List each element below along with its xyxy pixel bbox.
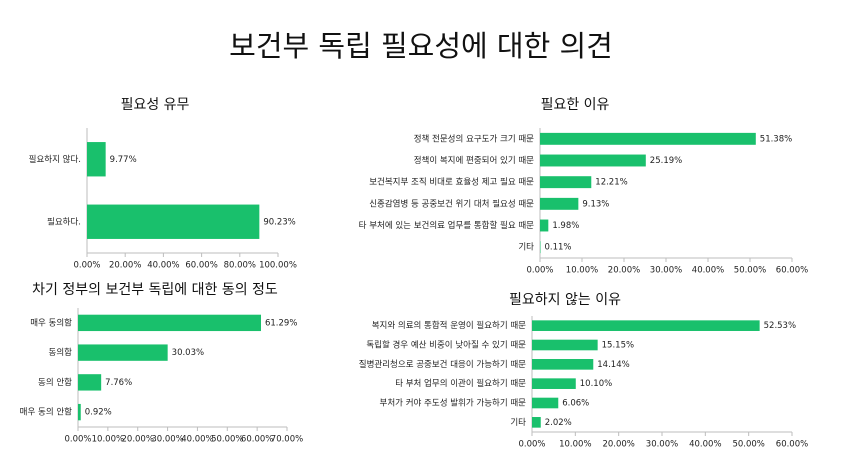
category-label: 타 부처에 있는 보건의료 업무를 통합할 필요 때문 — [359, 220, 534, 231]
chart-title: 필요성 유무 — [121, 97, 190, 113]
value-label: 0.92% — [85, 408, 112, 418]
bar — [532, 320, 760, 331]
value-label: 61.29% — [265, 318, 297, 328]
x-tick-label: 60.00% — [241, 435, 273, 445]
x-tick-label: 60.00% — [185, 261, 217, 271]
category-label: 필요하다. — [47, 216, 81, 227]
bar — [532, 397, 559, 409]
x-tick-label: 20.00% — [109, 261, 141, 271]
category-label: 정책이 복지에 편중되어 있기 때문 — [414, 155, 534, 166]
value-label: 14.14% — [597, 360, 629, 370]
x-tick-label: 50.00% — [732, 440, 764, 450]
x-tick-label: 20.00% — [602, 440, 634, 450]
x-tick-label: 10.00% — [92, 435, 124, 445]
bar — [78, 344, 168, 361]
category-label: 매우 동의 안함 — [20, 407, 73, 418]
x-tick-label: 40.00% — [147, 261, 179, 271]
x-tick-label: 50.00% — [734, 266, 766, 276]
x-tick-label: 70.00% — [271, 435, 303, 445]
x-tick-label: 20.00% — [122, 435, 154, 445]
x-tick-label: 0.00% — [73, 261, 100, 271]
category-label: 필요하지 않다. — [29, 154, 81, 165]
x-tick-label: 40.00% — [181, 435, 213, 445]
value-label: 6.06% — [562, 399, 589, 409]
x-tick-label: 50.00% — [211, 435, 243, 445]
category-label: 정책 전문성의 요구도가 크기 때문 — [414, 133, 534, 144]
value-label: 9.77% — [110, 155, 137, 165]
value-label: 9.13% — [582, 199, 609, 209]
x-tick-label: 0.00% — [526, 266, 553, 276]
value-label: 25.19% — [650, 156, 682, 166]
bar — [532, 339, 598, 351]
x-tick-label: 60.00% — [776, 266, 808, 276]
value-label: 15.15% — [602, 341, 634, 351]
value-label: 7.76% — [105, 378, 132, 388]
bar — [78, 403, 81, 421]
chart-title: 차기 정부의 보건부 독립에 대한 동의 정도 — [32, 282, 278, 298]
category-label: 타 부처 업무의 이관이 필요하기 때문 — [395, 378, 526, 389]
bar — [540, 176, 592, 189]
x-tick-label: 100.00% — [259, 261, 297, 271]
value-label: 12.21% — [595, 178, 627, 188]
value-label: 51.38% — [760, 134, 792, 144]
bar — [540, 219, 549, 232]
category-label: 독립할 경우 예산 비중이 낮아질 수 있기 때문 — [366, 340, 526, 351]
value-label: 10.10% — [580, 379, 612, 389]
x-tick-label: 30.00% — [646, 440, 678, 450]
value-label: 90.23% — [263, 217, 295, 227]
x-tick-label: 20.00% — [608, 266, 640, 276]
x-tick-label: 10.00% — [566, 266, 598, 276]
bar — [532, 417, 541, 428]
category-label: 부처가 커야 주도성 발휘가 가능하기 때문 — [380, 398, 527, 409]
category-label: 기타 — [518, 243, 534, 253]
bar — [540, 197, 579, 210]
x-tick-label: 0.00% — [518, 440, 545, 450]
x-tick-label: 60.00% — [776, 440, 808, 450]
value-label: 30.03% — [172, 348, 204, 358]
value-label: 52.53% — [764, 321, 796, 331]
bar — [532, 359, 594, 370]
chart-title: 필요하지 않는 이유 — [509, 292, 621, 308]
bar — [78, 314, 261, 332]
category-label: 기타 — [510, 418, 526, 428]
value-label: 0.11% — [544, 243, 571, 253]
x-tick-label: 0.00% — [64, 435, 91, 445]
category-label: 동의함 — [49, 347, 73, 358]
x-tick-label: 30.00% — [650, 266, 682, 276]
bar — [540, 132, 756, 145]
page-title: 보건부 독립 필요성에 대한 의견 — [229, 29, 613, 63]
value-label: 2.02% — [545, 418, 572, 428]
x-tick-label: 40.00% — [692, 266, 724, 276]
x-tick-label: 10.00% — [559, 440, 591, 450]
category-label: 보건복지부 조직 비대로 효율성 제고 필요 때문 — [369, 177, 534, 188]
bar — [87, 204, 260, 239]
bar — [540, 154, 646, 167]
x-tick-label: 30.00% — [151, 435, 183, 445]
x-tick-label: 40.00% — [689, 440, 721, 450]
category-label: 매우 동의함 — [30, 317, 72, 328]
category-label: 질병관리청으로 공중보건 대응이 가능하기 때문 — [359, 359, 526, 370]
bar — [532, 378, 576, 389]
category-label: 복지와 의료의 통합적 운영이 필요하기 때문 — [372, 320, 526, 331]
value-label: 1.98% — [552, 221, 579, 231]
category-label: 동의 안함 — [38, 377, 72, 388]
chart-title: 필요한 이유 — [541, 97, 610, 113]
bar — [78, 374, 102, 391]
x-tick-label: 80.00% — [224, 261, 256, 271]
category-label: 신종감염병 등 공중보건 위기 대처 필요성 때문 — [369, 198, 534, 209]
bar — [87, 142, 106, 177]
